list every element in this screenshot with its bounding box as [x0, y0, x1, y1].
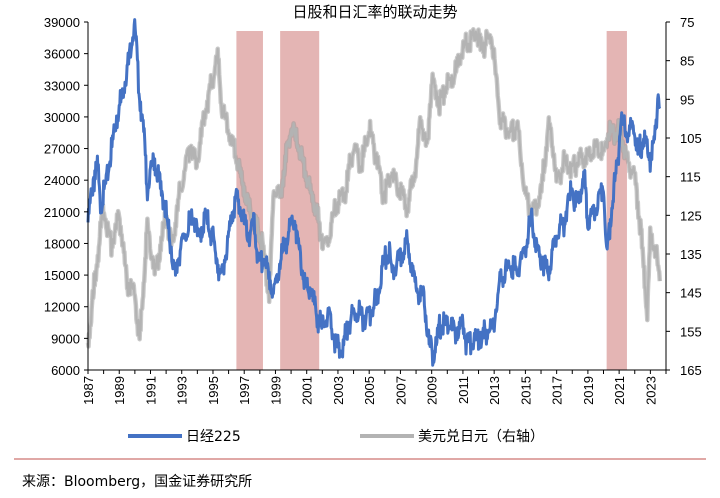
x-tick-label: 2007 [393, 376, 408, 405]
right-tick-label: 115 [680, 170, 701, 185]
x-tick-label: 1999 [268, 376, 283, 405]
right-tick-label: 105 [680, 131, 702, 146]
x-tick-label: 2023 [643, 376, 658, 405]
left-tick-label: 24000 [44, 173, 80, 188]
right-tick-label: 125 [680, 208, 702, 223]
left-tick-label: 33000 [44, 78, 80, 93]
right-tick-label: 85 [680, 54, 694, 69]
legend-nikkei-label: 日经225 [186, 429, 241, 445]
left-tick-label: 12000 [44, 300, 80, 315]
right-tick-label: 95 [680, 92, 694, 107]
chart-title: 日股和日汇率的联动走势 [292, 3, 457, 21]
x-tick-label: 2021 [612, 376, 627, 405]
x-tick-label: 1989 [112, 376, 127, 405]
left-tick-label: 30000 [44, 110, 80, 125]
usdjpy-line [86, 28, 661, 348]
left-tick-label: 39000 [44, 15, 80, 30]
left-tick-label: 9000 [51, 331, 80, 346]
shaded-period-3 [606, 31, 627, 370]
right-tick-label: 135 [680, 247, 702, 262]
x-tick-label: 1993 [175, 376, 190, 405]
right-tick-label: 145 [680, 286, 702, 301]
nikkei-line [86, 18, 662, 367]
x-tick-label: 1997 [237, 376, 252, 405]
x-tick-label: 2005 [362, 376, 377, 405]
x-tick-label: 2011 [456, 376, 471, 404]
axes: 6000 9000 12000 15000 18000 21000 24000 27000 30… [44, 15, 702, 405]
x-tick-label: 2001 [300, 376, 315, 405]
left-tick-label: 27000 [44, 142, 80, 157]
left-tick-label: 18000 [44, 236, 80, 251]
left-tick-label: 36000 [44, 47, 80, 62]
x-tick-label: 2015 [518, 376, 533, 405]
legend: 日经225 美元兑日元（右轴） [128, 429, 544, 445]
legend-usdjpy-label: 美元兑日元（右轴） [418, 429, 544, 445]
plot-lines [85, 18, 663, 367]
right-tick-label: 155 [680, 324, 702, 339]
x-tick-label: 2003 [331, 376, 346, 405]
right-tick-label: 75 [680, 15, 694, 30]
x-tick-label: 2009 [425, 376, 440, 405]
left-tick-label: 21000 [44, 205, 80, 220]
x-tick-label: 2017 [550, 376, 565, 405]
left-tick-label: 6000 [51, 363, 80, 378]
x-tick-label: 1991 [143, 376, 158, 405]
left-tick-label: 15000 [44, 268, 80, 283]
x-tick-label: 2019 [581, 376, 596, 405]
x-tick-label: 1995 [206, 376, 221, 405]
x-tick-label: 1987 [81, 376, 96, 405]
right-tick-label: 165 [680, 363, 702, 378]
x-tick-label: 2013 [487, 376, 502, 405]
source-note: 来源：Bloomberg，国金证券研究所 [22, 474, 252, 490]
